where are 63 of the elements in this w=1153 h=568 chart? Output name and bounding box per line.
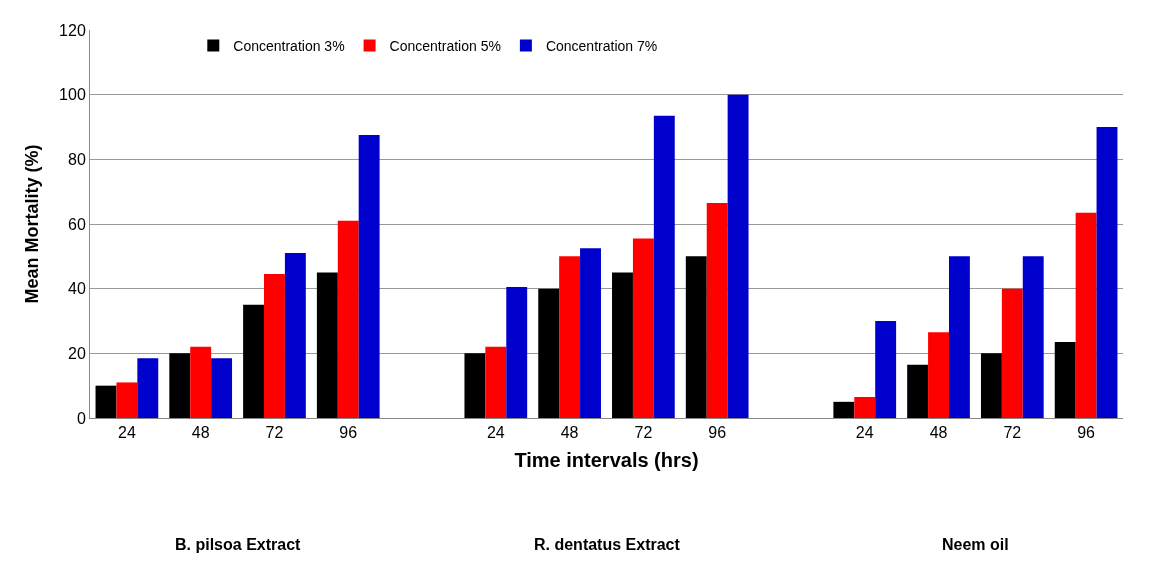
bar — [1022, 256, 1044, 418]
bar — [358, 135, 380, 418]
y-tick-label: 120 — [59, 21, 86, 39]
x-tick-label: 96 — [708, 424, 727, 442]
x-tick-label: 72 — [1003, 424, 1022, 442]
x-tick-label: 96 — [339, 424, 358, 442]
bar — [580, 248, 601, 418]
bar — [727, 94, 749, 418]
x-tick-label: 72 — [634, 424, 653, 442]
bar — [559, 256, 581, 418]
legend-label: Concentration 7% — [545, 38, 658, 55]
x-tick-label: 72 — [265, 424, 284, 442]
bar — [907, 364, 929, 418]
legend-label: Concentration 5% — [389, 38, 501, 55]
bar — [685, 256, 707, 418]
bar — [1075, 212, 1097, 418]
bar — [506, 287, 528, 418]
y-tick-label: 60 — [68, 215, 86, 233]
bar — [706, 202, 728, 418]
y-axis-title: Mean Mortality (%) — [22, 144, 43, 304]
bar — [612, 272, 633, 418]
bar — [464, 353, 486, 418]
x-tick-label: 48 — [929, 424, 948, 442]
x-tick-label: 48 — [191, 424, 210, 442]
legend-label: Concentration 3% — [233, 38, 345, 55]
x-tick-label: 24 — [117, 424, 136, 442]
bar — [854, 396, 876, 418]
x-tick-label: 48 — [560, 424, 579, 442]
x-tick-label: 24 — [486, 424, 505, 442]
bar — [1054, 342, 1076, 418]
y-tick-label: 20 — [68, 344, 86, 362]
bar — [190, 346, 212, 418]
y-tick-label: 80 — [68, 150, 86, 168]
bar — [928, 332, 949, 418]
bar — [485, 346, 507, 418]
bar — [980, 353, 1002, 418]
x-tick-label: 96 — [1077, 424, 1096, 442]
bar — [169, 353, 191, 418]
bar — [137, 358, 159, 418]
bar — [95, 385, 117, 418]
bar — [1001, 288, 1023, 418]
bar — [264, 274, 285, 418]
text: R. dentatus Extract — [534, 536, 681, 553]
bar — [1096, 127, 1118, 418]
bar — [653, 115, 675, 418]
text: B. pilsoa Extract — [175, 536, 302, 553]
bar — [875, 321, 897, 418]
bar — [833, 401, 855, 418]
bar — [243, 304, 265, 418]
bar — [632, 238, 654, 418]
text: Neem oil — [942, 536, 1009, 553]
bar — [538, 288, 560, 418]
x-axis-title: Time intervals (hrs) — [514, 448, 699, 471]
bar — [337, 220, 359, 418]
bar — [284, 253, 306, 418]
x-tick-label: 24 — [855, 424, 874, 442]
bar — [116, 382, 138, 418]
bar — [948, 256, 970, 418]
y-tick-label: 0 — [76, 409, 86, 427]
bar — [316, 272, 338, 418]
y-tick-label: 100 — [59, 86, 86, 104]
y-tick-label: 40 — [68, 280, 86, 298]
bar — [211, 358, 233, 418]
